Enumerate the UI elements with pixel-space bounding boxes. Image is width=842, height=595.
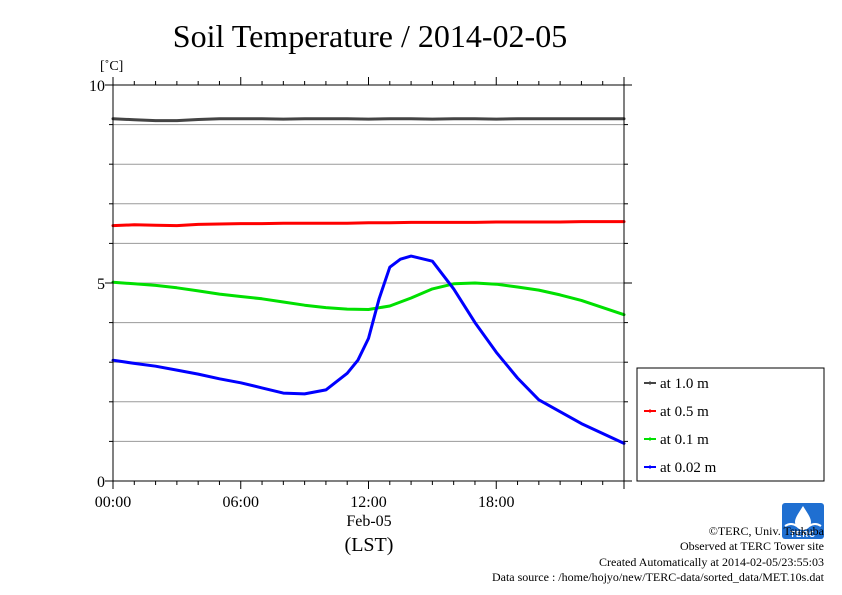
y-tick-label: 5 bbox=[97, 276, 105, 293]
legend-label: at 0.02 m bbox=[660, 460, 717, 476]
y-tick-label: 10 bbox=[89, 78, 105, 95]
series-line bbox=[111, 254, 626, 445]
y-tick-label: 0 bbox=[97, 474, 105, 491]
y-axis: 0 5 10 bbox=[89, 78, 632, 491]
x-axis-lst-label: (LST) bbox=[345, 534, 394, 556]
x-tick-label: 18:00 bbox=[478, 494, 514, 511]
legend: at 1.0 m at 0.5 m at 0.1 m at 0.02 m bbox=[636, 367, 825, 482]
legend-label: at 0.1 m bbox=[660, 432, 709, 448]
y-unit-label: [˚C] bbox=[100, 59, 123, 74]
series-line bbox=[111, 280, 626, 317]
x-tick-label: 06:00 bbox=[223, 494, 259, 511]
series-lines bbox=[111, 117, 626, 445]
chart-title: Soil Temperature / 2014-02-05 bbox=[173, 18, 567, 54]
x-axis-date-label: Feb-05 bbox=[346, 513, 391, 530]
logo-drop-icon bbox=[795, 506, 811, 530]
terc-logo: TERC bbox=[782, 503, 824, 539]
x-axis: 00:00 06:00 12:00 18:00 bbox=[95, 77, 625, 511]
legend-box bbox=[636, 367, 825, 482]
credits: ©TERC, Univ. Tsukuba Observed at TERC To… bbox=[492, 524, 824, 585]
grid bbox=[113, 124, 624, 442]
logo-wave-icon bbox=[784, 523, 822, 529]
observed-text: Observed at TERC Tower site bbox=[679, 539, 824, 554]
created-text: Created Automatically at 2014-02-05/23:5… bbox=[599, 554, 824, 569]
series-line bbox=[111, 220, 626, 228]
logo-text: TERC bbox=[790, 530, 816, 539]
legend-label: at 0.5 m bbox=[660, 404, 709, 420]
copyright-text: ©TERC, Univ. Tsukuba bbox=[708, 524, 824, 538]
data-source-text: Data source : /home/hojyo/new/TERC-data/… bbox=[491, 569, 824, 584]
legend-items: at 1.0 m at 0.5 m at 0.1 m at 0.02 m bbox=[644, 376, 717, 476]
x-tick-label: 00:00 bbox=[95, 494, 131, 511]
legend-label: at 1.0 m bbox=[660, 376, 709, 392]
x-tick-label: 12:00 bbox=[350, 494, 386, 511]
series-line bbox=[111, 117, 626, 123]
